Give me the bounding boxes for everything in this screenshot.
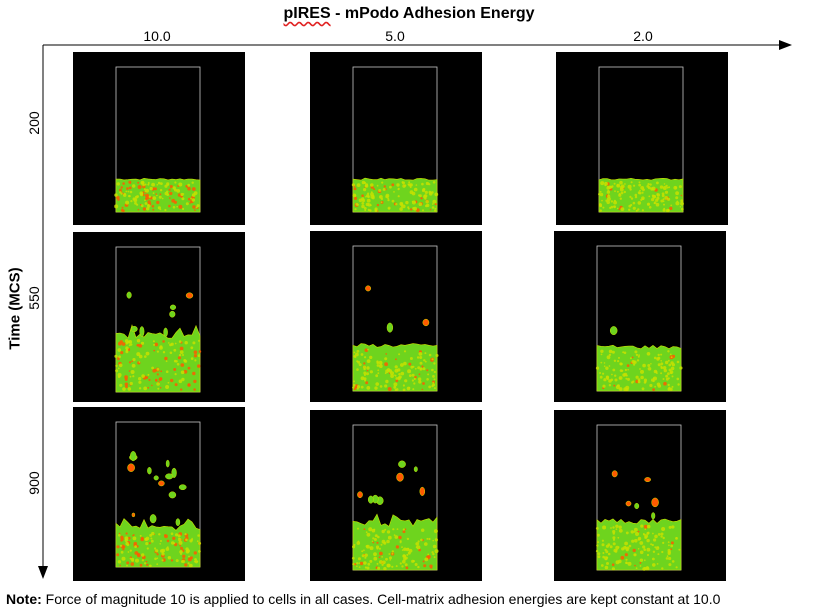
detached-cell-cluster [149, 514, 157, 524]
cell-texture [351, 180, 439, 213]
simulation-render [114, 246, 202, 393]
panel-r2-c1 [73, 232, 245, 402]
panel-r1-c3 [556, 52, 728, 225]
y-axis-title: Time (MCS) [6, 267, 24, 350]
simulation-render [114, 66, 201, 213]
tissue-layer [596, 344, 682, 392]
detached-cell-cluster [130, 325, 138, 333]
cell-texture [116, 531, 202, 568]
detached-cell-cluster [165, 459, 170, 468]
detached-cell-cluster [365, 285, 372, 292]
x-tick-label-2: 5.0 [385, 28, 405, 44]
cell-texture [352, 348, 439, 392]
note-label: Note: [6, 591, 42, 607]
title-emph: pIRES [283, 5, 331, 22]
x-tick-label-3: 2.0 [633, 28, 653, 44]
simulation-render [351, 424, 439, 571]
panel-r3-c3 [554, 410, 726, 581]
detached-cell-cluster [422, 318, 430, 327]
y-tick-label-1: 200 [26, 111, 42, 135]
detached-cell-cluster [165, 473, 174, 480]
simulation-render [352, 245, 439, 392]
x-tick-label-1: 10.0 [143, 28, 171, 44]
note-text: Force of magnitude 10 is applied to cell… [41, 591, 721, 607]
simulation-render [351, 66, 439, 213]
title-rest: - mPodo Adhesion Energy [330, 5, 535, 22]
detached-cell-cluster [131, 512, 136, 518]
panel-r2-c2 [310, 231, 482, 402]
panel-r3-c2 [310, 410, 482, 581]
detached-cell-cluster [147, 467, 152, 475]
y-tick-label-2: 550 [26, 286, 42, 310]
panel-r3-c1 [73, 407, 245, 581]
detached-cell-cluster [153, 475, 159, 481]
cell-texture [114, 339, 202, 391]
detached-cell-cluster [609, 326, 618, 336]
panel-r1-c2 [310, 52, 482, 225]
cell-texture [595, 524, 681, 571]
detached-cell-cluster [163, 327, 168, 337]
simulation-render [595, 424, 682, 571]
detached-cell-cluster [396, 472, 404, 482]
detached-cell-cluster [178, 484, 187, 491]
detached-cell-cluster [644, 477, 651, 483]
detached-cell-cluster [625, 500, 632, 507]
detached-cell-cluster [634, 502, 640, 510]
detached-cell-cluster [357, 491, 363, 499]
detached-cell-cluster [398, 460, 406, 468]
chart-title: pIRES - mPodo Adhesion Energy [0, 5, 818, 23]
detached-cell-cluster [126, 291, 132, 299]
detached-cell-cluster [168, 491, 177, 499]
cell-texture [114, 180, 200, 212]
simulation-render [115, 421, 202, 568]
y-axis-arrowhead [38, 566, 48, 579]
detached-cell-cluster [651, 512, 656, 520]
detached-cell-cluster [185, 292, 194, 299]
tissue-layer [596, 518, 682, 571]
detached-cell-cluster [367, 495, 374, 504]
y-tick-label-3: 900 [26, 471, 42, 495]
cell-texture [351, 527, 439, 571]
detached-cell-cluster [651, 497, 659, 508]
simulation-render [598, 66, 684, 213]
detached-cell-cluster [169, 310, 176, 318]
detached-cell-cluster [127, 463, 135, 472]
detached-cell-cluster [169, 304, 177, 310]
simulation-render [595, 245, 683, 392]
detached-cell-cluster [139, 326, 145, 337]
detached-cell-cluster [419, 486, 426, 496]
cell-texture [598, 180, 684, 213]
detached-cell-cluster [386, 322, 394, 333]
cell-texture [595, 349, 683, 392]
panel-r2-c3 [554, 231, 726, 402]
footnote: Note: Force of magnitude 10 is applied t… [6, 591, 720, 607]
detached-cell-cluster [175, 518, 181, 527]
detached-cell-cluster [158, 480, 165, 487]
panel-r1-c1 [73, 52, 245, 225]
tissue-layer [352, 513, 438, 571]
tissue-layer [352, 177, 438, 213]
detached-cell-cluster [130, 451, 137, 462]
detached-cell-cluster [413, 466, 418, 473]
detached-cell-cluster [611, 470, 618, 478]
x-axis-arrowhead [779, 40, 792, 50]
